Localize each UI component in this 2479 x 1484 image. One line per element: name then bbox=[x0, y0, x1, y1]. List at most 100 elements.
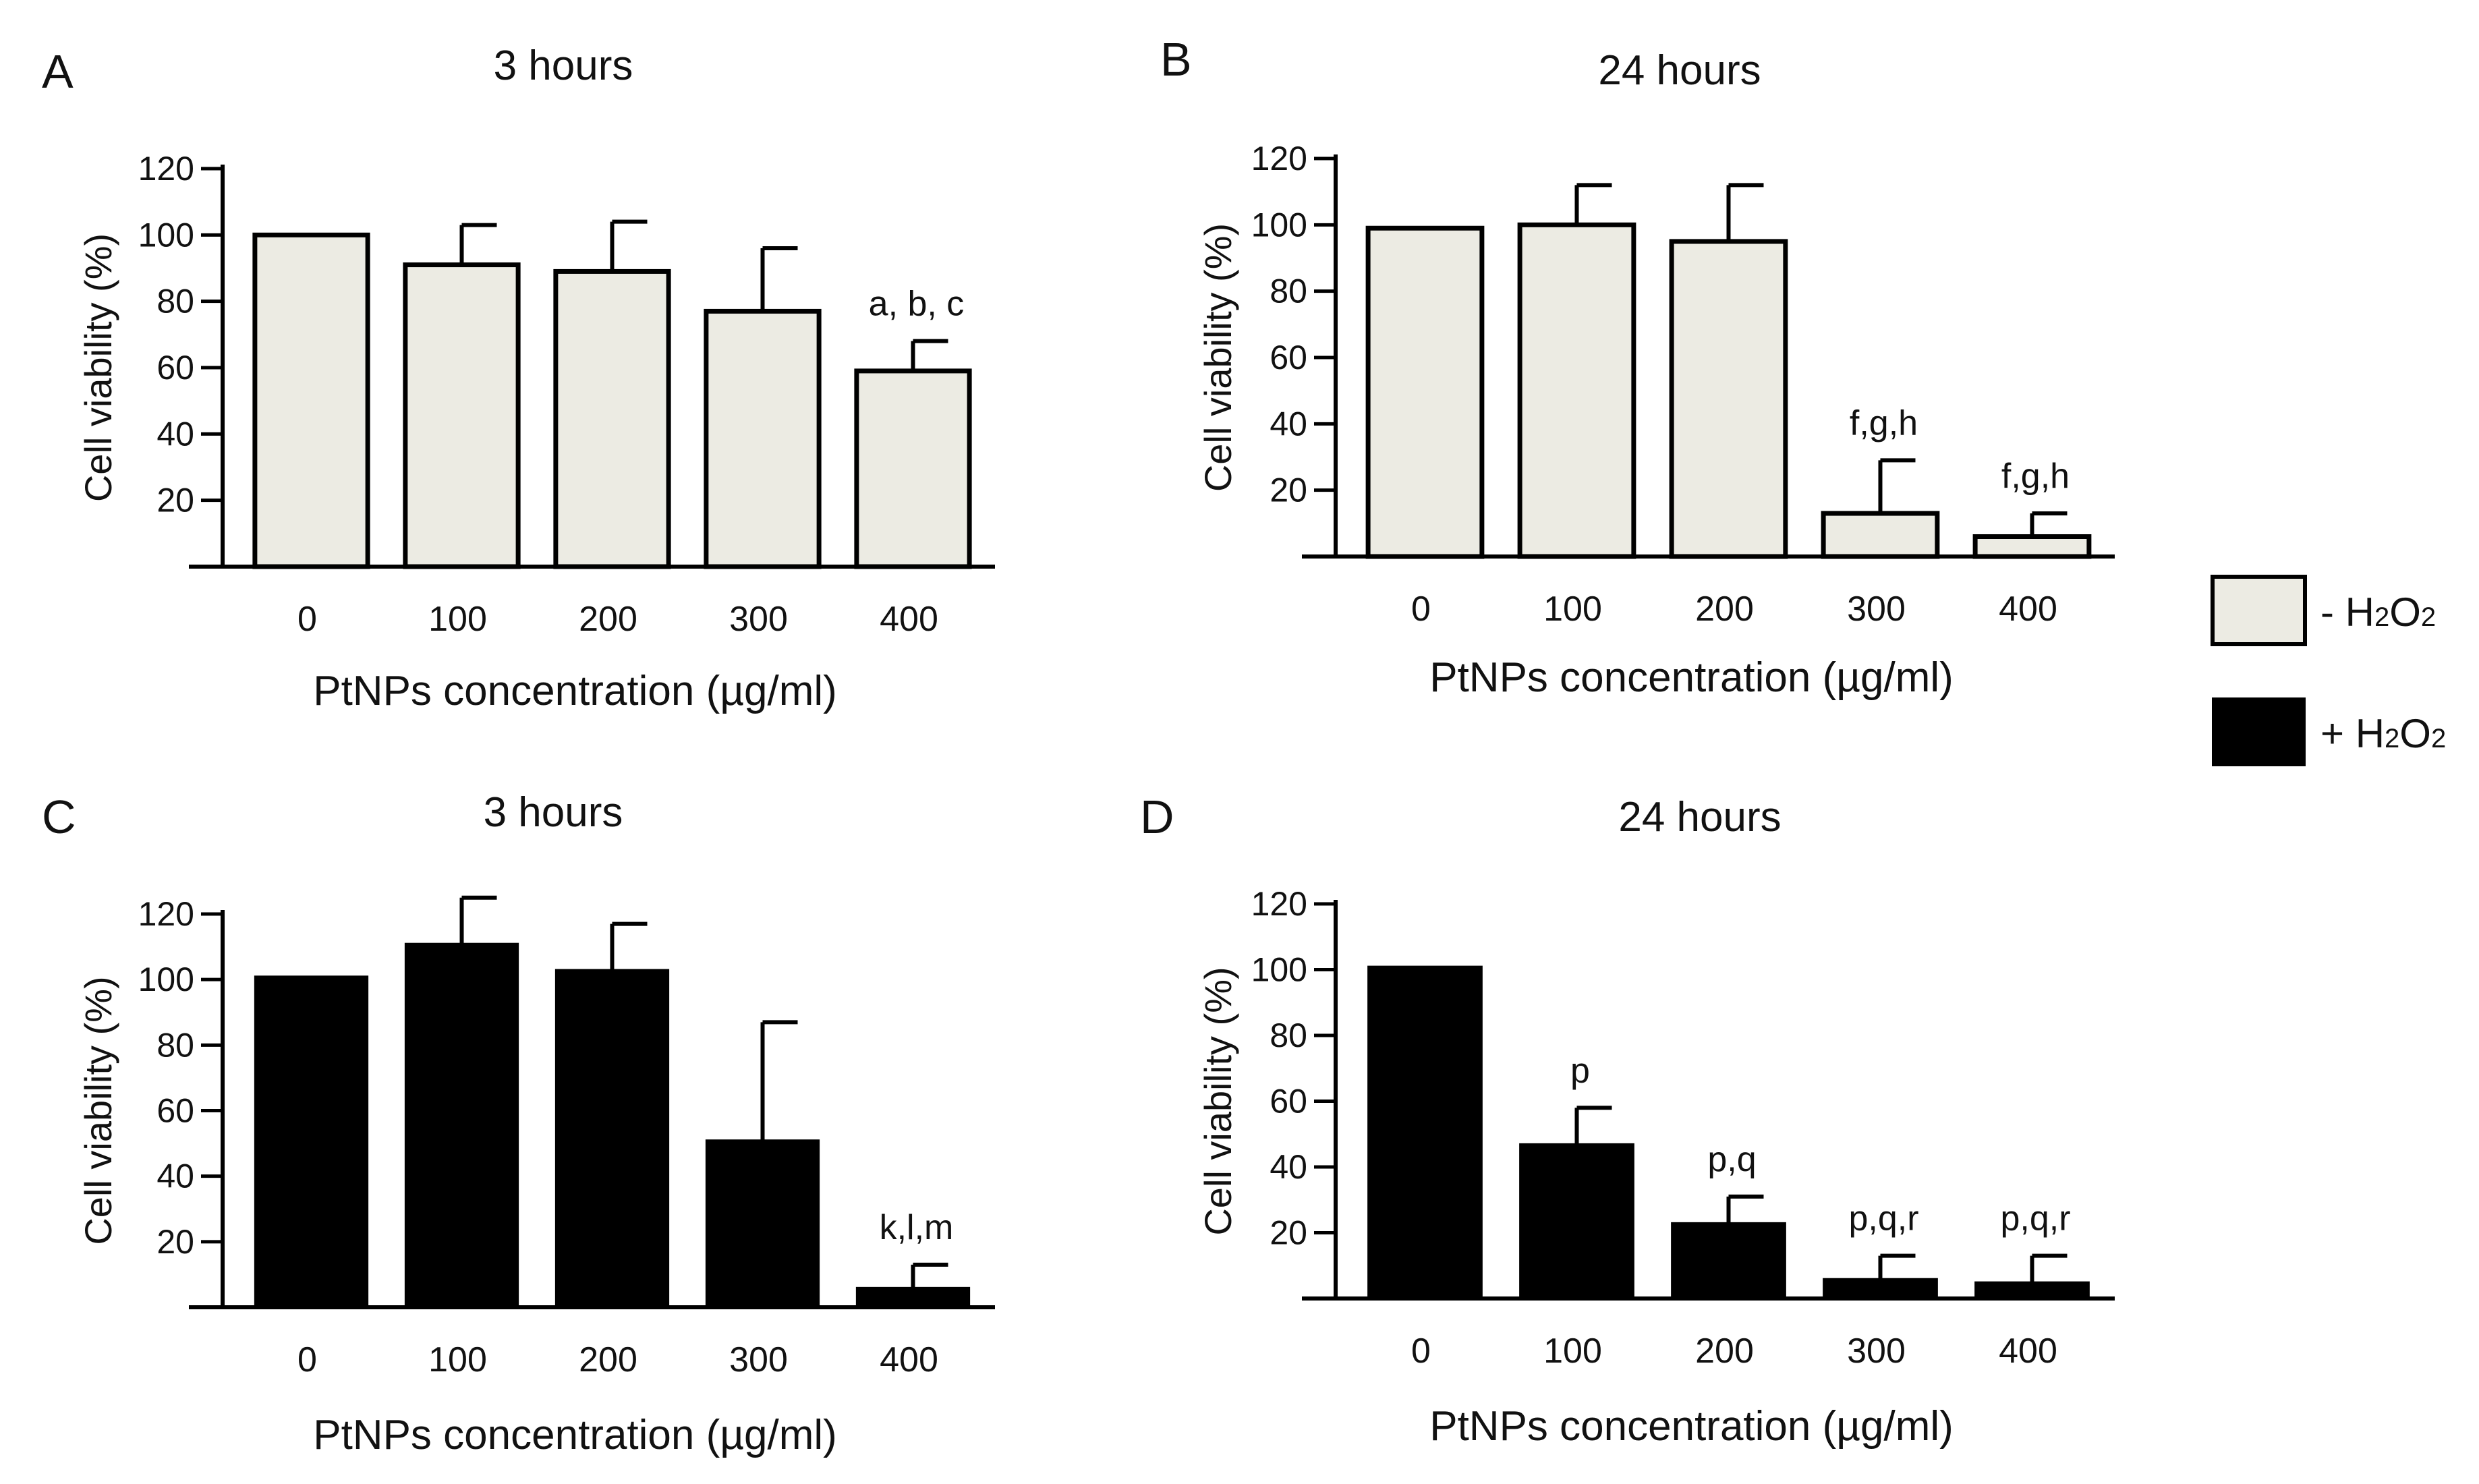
legend-label-minus: - H2O2 bbox=[2320, 590, 2436, 635]
legend: - H2O2+ H2O2 bbox=[2211, 575, 2446, 766]
legend-text-sub2: 2 bbox=[2421, 602, 2436, 632]
x-tick-label: 300 bbox=[729, 1340, 788, 1379]
x-tick-label: 100 bbox=[1543, 1332, 1602, 1371]
y-tick-label: 100 bbox=[1251, 206, 1307, 244]
x-axis-label: PtNPs concentration (µg/ml) bbox=[1429, 1403, 1954, 1450]
y-tick-label: 80 bbox=[156, 1026, 194, 1064]
y-tick-label: 80 bbox=[1270, 273, 1307, 310]
bar bbox=[553, 268, 671, 569]
legend-text-prefix: + H bbox=[2320, 711, 2385, 756]
y-tick-label: 120 bbox=[1251, 140, 1307, 177]
x-tick-label: 200 bbox=[1695, 590, 1754, 629]
y-tick-label: 60 bbox=[156, 349, 194, 387]
y-tick-label: 40 bbox=[156, 415, 194, 453]
legend-text-mid: O bbox=[2389, 590, 2421, 635]
bar bbox=[554, 969, 670, 1308]
significance-annotation: a, b, c bbox=[869, 285, 965, 324]
legend-text-prefix: - H bbox=[2320, 590, 2374, 635]
x-tick-label: 400 bbox=[1999, 1332, 2057, 1371]
x-tick-label: 100 bbox=[428, 600, 487, 639]
x-tick-label: 400 bbox=[1999, 590, 2057, 629]
bar bbox=[1669, 239, 1788, 559]
x-tick-label: 200 bbox=[1695, 1332, 1754, 1371]
panel-letter: C bbox=[42, 791, 76, 843]
bar bbox=[1972, 534, 2092, 559]
y-tick-label: 100 bbox=[138, 216, 194, 254]
y-tick-label: 120 bbox=[1251, 885, 1307, 923]
x-tick-label: 200 bbox=[579, 1340, 637, 1379]
significance-annotation: f,g,h bbox=[1850, 403, 1918, 443]
x-tick-label: 400 bbox=[880, 1340, 938, 1379]
x-axis-label: PtNPs concentration (µg/ml) bbox=[313, 1412, 837, 1458]
panel-title: 3 hours bbox=[484, 789, 623, 836]
bar bbox=[254, 975, 369, 1309]
significance-annotation: k,l,m bbox=[880, 1208, 954, 1247]
x-tick-label: 0 bbox=[1411, 1332, 1431, 1371]
legend-text-sub1: 2 bbox=[2385, 724, 2399, 753]
bar bbox=[1365, 225, 1485, 559]
y-tick-label: 60 bbox=[1270, 1083, 1307, 1120]
legend-swatch-minus bbox=[2211, 575, 2307, 646]
bar bbox=[854, 368, 972, 569]
bar bbox=[403, 262, 521, 569]
bar bbox=[404, 942, 519, 1308]
panel-a: A 3 hours 20 40 60 80 100 120 Cell viability (%)… bbox=[42, 42, 995, 714]
y-tick-label: 20 bbox=[156, 1223, 194, 1261]
legend-text-sub1: 2 bbox=[2374, 602, 2389, 632]
panel-title: 24 hours bbox=[1598, 47, 1761, 94]
y-axis-label: Cell viability (%) bbox=[77, 976, 119, 1245]
bar bbox=[1823, 1278, 1938, 1299]
x-axis-label: PtNPs concentration (µg/ml) bbox=[1429, 654, 1954, 701]
x-tick-label: 100 bbox=[1543, 590, 1602, 629]
x-tick-label: 400 bbox=[880, 600, 938, 639]
panel-b: B 24 hours 20 40 60 80 100 120 Cell viability (%… bbox=[1160, 33, 2115, 701]
y-tick-label: 20 bbox=[156, 482, 194, 519]
y-tick-label: 40 bbox=[1270, 1148, 1307, 1186]
legend-label-plus: + H2O2 bbox=[2320, 711, 2446, 756]
significance-annotation: f,g,h bbox=[2001, 457, 2070, 496]
x-tick-label: 300 bbox=[729, 600, 788, 639]
y-tick-label: 20 bbox=[1270, 472, 1307, 509]
x-tick-label: 0 bbox=[1411, 590, 1431, 629]
y-tick-label: 120 bbox=[138, 895, 194, 933]
legend-text-mid: O bbox=[2399, 711, 2431, 756]
y-tick-label: 80 bbox=[1270, 1017, 1307, 1054]
bar bbox=[705, 1139, 820, 1308]
x-tick-label: 0 bbox=[297, 600, 317, 639]
significance-annotation: p,q,r bbox=[1848, 1199, 1918, 1238]
y-tick-label: 80 bbox=[156, 283, 194, 320]
x-axis-label: PtNPs concentration (µg/ml) bbox=[313, 668, 837, 714]
panel-d: D 24 hours 20 40 60 80 100 120 Cell viability (%… bbox=[1140, 791, 2115, 1450]
x-tick-label: 200 bbox=[579, 600, 637, 639]
significance-annotation: p bbox=[1570, 1051, 1590, 1090]
significance-annotation: p,q,r bbox=[2000, 1199, 2070, 1238]
x-tick-label: 0 bbox=[297, 1340, 317, 1379]
panel-title: 24 hours bbox=[1618, 794, 1781, 840]
bar bbox=[1974, 1281, 2090, 1299]
y-axis-label: Cell viability (%) bbox=[1197, 223, 1239, 492]
y-axis-label: Cell viability (%) bbox=[77, 233, 119, 502]
bar bbox=[704, 308, 822, 569]
y-tick-label: 100 bbox=[1251, 951, 1307, 989]
y-tick-label: 40 bbox=[156, 1158, 194, 1195]
y-tick-label: 40 bbox=[1270, 405, 1307, 443]
bar bbox=[1517, 222, 1636, 559]
y-tick-label: 120 bbox=[138, 150, 194, 188]
panel-title: 3 hours bbox=[494, 42, 633, 89]
panel-letter: A bbox=[42, 45, 74, 98]
bar bbox=[1367, 965, 1483, 1299]
y-axis-label: Cell viability (%) bbox=[1197, 967, 1239, 1235]
bar bbox=[1821, 511, 1940, 559]
bar bbox=[1671, 1222, 1786, 1299]
y-tick-label: 100 bbox=[138, 961, 194, 998]
panel-c: C 3 hours 20 40 60 80 100 120 Cell viability (%)… bbox=[42, 789, 995, 1458]
x-tick-label: 300 bbox=[1847, 1332, 1906, 1371]
x-tick-label: 100 bbox=[428, 1340, 487, 1379]
y-tick-label: 60 bbox=[1270, 339, 1307, 376]
legend-text-sub2: 2 bbox=[2431, 724, 2446, 753]
y-tick-label: 20 bbox=[1270, 1214, 1307, 1252]
panel-letter: B bbox=[1160, 33, 1192, 86]
bar bbox=[252, 232, 370, 569]
y-tick-label: 60 bbox=[156, 1092, 194, 1130]
